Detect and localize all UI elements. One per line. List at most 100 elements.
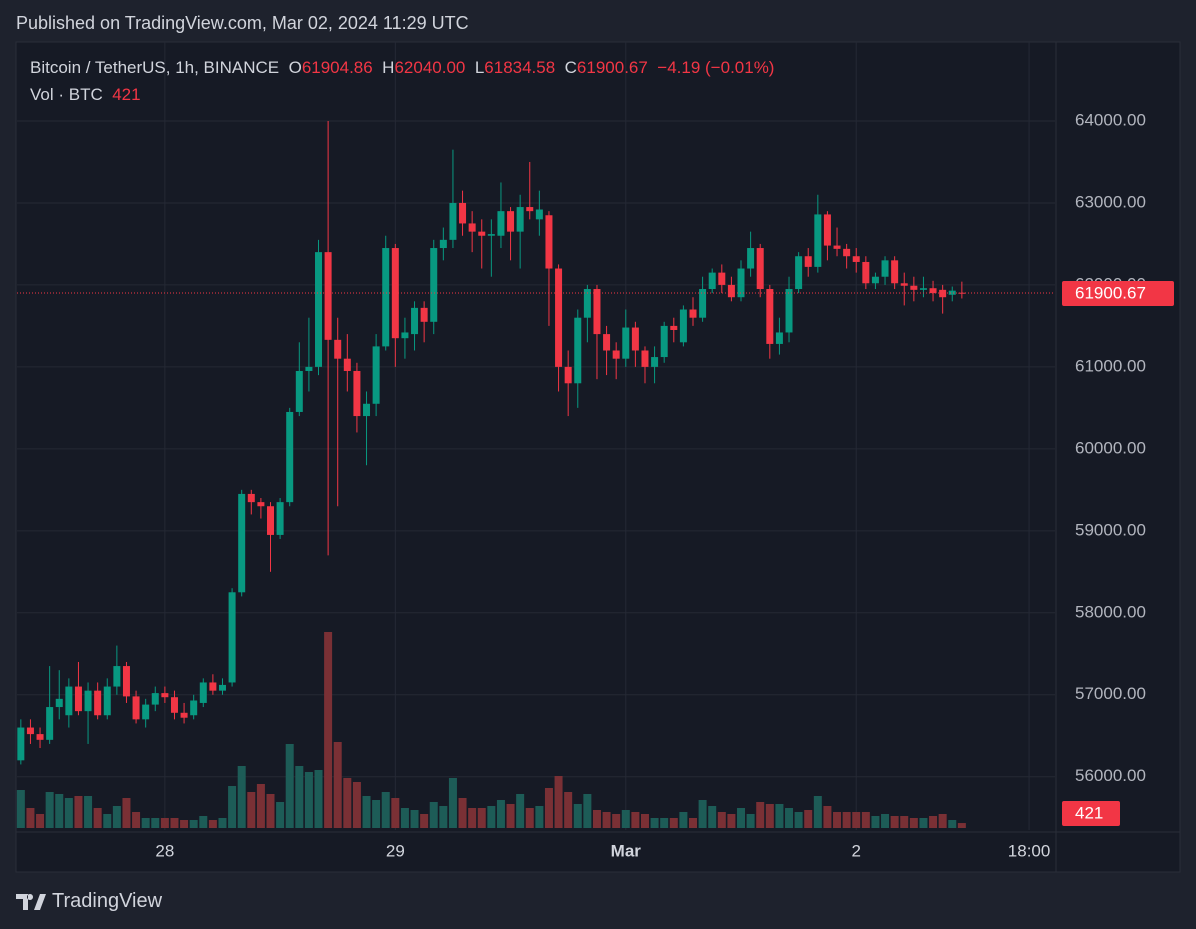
candle-body [170,697,178,713]
volume-bar [785,808,794,828]
candle-body [113,666,121,687]
volume-bar [170,818,179,828]
legend: Bitcoin / TetherUS, 1h, BINANCE O61904.8… [30,58,774,78]
volume-tag [1062,801,1120,826]
candle-body [910,285,918,290]
volume-bar [16,790,25,828]
volume-bar [890,816,899,828]
candle-body [180,712,188,718]
candle-body [593,289,601,335]
volume-bar [372,800,381,828]
candle-body [756,248,764,290]
candle-body [564,366,572,384]
y-tick-label: 60000.00 [1075,438,1146,457]
volume-bar [871,816,880,828]
y-tick-label: 58000.00 [1075,602,1146,621]
candle-body [161,693,169,698]
candle-body [487,234,495,236]
candle-body [699,289,707,318]
symbol: Bitcoin / TetherUS, 1h, BINANCE [30,58,280,77]
ohlc-field: C [564,58,577,77]
candle-body [833,245,841,249]
candle-body [862,261,870,284]
volume-bar [295,766,304,828]
volume-bar [583,794,592,828]
volume-bar [55,794,64,828]
candle-body [852,256,860,262]
candle-body [603,334,611,351]
candle-body [583,289,591,318]
volume-bar [247,792,256,828]
candle-body [708,272,716,290]
footer: TradingView [52,890,163,912]
volume-bar [122,798,131,828]
candle-body [17,727,25,761]
candle-body [459,202,467,224]
volume-bar [813,796,822,828]
candle-body [939,289,947,298]
volume-legend: Vol · BTC 421 [30,85,141,105]
volume-bar [304,772,313,828]
volume-bar [938,814,947,828]
candle-body [689,309,697,318]
volume-bar [929,816,938,828]
volume-bar [688,818,697,828]
volume-bar [544,788,553,828]
candle-body [94,690,102,716]
y-tick-label: 57000.00 [1075,684,1146,703]
candle-body [622,327,630,359]
candle-body [46,707,54,740]
candle-body [257,502,265,507]
x-tick-label: Mar [611,841,642,860]
candle-body [439,239,447,249]
volume-bar [228,786,237,828]
volume-bar [285,744,294,828]
candle-body [891,260,899,284]
candle-body [660,325,668,358]
candle-body [795,256,803,290]
volume-bar [36,814,45,828]
candle-body [766,289,774,344]
candle-body [305,366,313,371]
volume-bar [64,798,73,828]
y-tick-label: 59000.00 [1075,520,1146,539]
candle-body [449,202,457,240]
volume-bar [477,808,486,828]
ohlc-value: 61900.67 [576,58,648,77]
candle-body [247,493,255,503]
candle-body [103,686,111,716]
candle-body [881,260,889,277]
candle-body [804,256,812,267]
candle-body [747,248,755,269]
volume-bar [189,820,198,828]
volume-bar [84,796,93,828]
candle-body [36,734,44,740]
volume-bar [698,800,707,828]
candle-body [430,248,438,322]
volume-bar [679,812,688,828]
volume-bar [496,800,505,828]
volume-bar [74,796,83,828]
candle-body [363,403,371,417]
volume-bar [208,820,217,828]
volume-bar [957,823,966,828]
volume-bar [909,818,918,828]
volume-bar [506,804,515,828]
volume-bar [468,808,477,828]
volume-bar [842,812,851,828]
x-tick-label: 29 [386,841,405,860]
x-tick-label: 28 [155,841,174,860]
x-tick-label: 2 [851,841,860,860]
volume-bar [900,816,909,828]
candle-body [84,690,92,712]
volume-bar [391,798,400,828]
volume-bar [333,742,342,828]
volume-bar [410,810,419,828]
volume-bar [199,816,208,828]
volume-bar [93,808,102,828]
volume-bar [650,818,659,828]
candle-body [372,346,380,404]
volume-bar [26,808,35,828]
volume-bar [612,814,621,828]
